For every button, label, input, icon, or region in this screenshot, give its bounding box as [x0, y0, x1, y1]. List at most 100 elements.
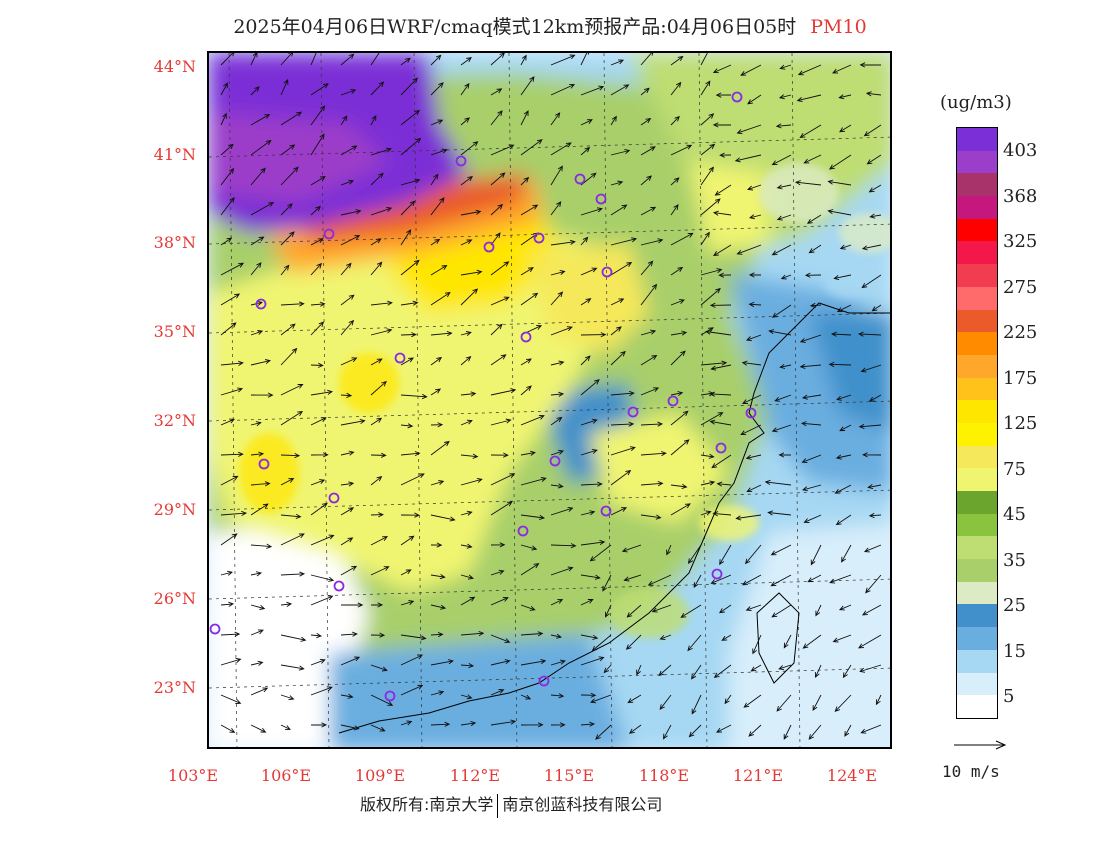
- wind-arrow: [310, 574, 335, 582]
- wind-arrow: [603, 664, 612, 674]
- wind-arrow: [370, 566, 390, 576]
- wind-arrow: [520, 139, 543, 156]
- wind-arrow: [460, 175, 474, 186]
- wind-arrow: [430, 690, 445, 696]
- wind-arrow: [460, 477, 483, 486]
- wind-arrow: [550, 566, 574, 576]
- longitude-gridline: [508, 53, 518, 747]
- wind-arrow: [858, 423, 882, 430]
- wind-arrow: [370, 602, 384, 608]
- wind-arrow: [783, 634, 792, 649]
- wind-arrow: [736, 244, 762, 255]
- legend-swatch: [957, 264, 997, 287]
- wind-arrow: [640, 146, 656, 156]
- wind-arrow: [220, 143, 234, 156]
- wind-arrow: [370, 536, 389, 546]
- wind-arrow: [520, 204, 539, 216]
- wind-arrow: [310, 595, 334, 606]
- wind-arrow: [430, 148, 448, 156]
- legend-tick: 275: [1003, 276, 1038, 298]
- wind-arrow: [250, 139, 272, 156]
- copyright-left: 版权所有:南京大学: [360, 795, 494, 814]
- wind-arrow: [520, 54, 527, 66]
- wind-arrow: [863, 124, 882, 137]
- wind-arrow: [670, 439, 690, 456]
- wind-arrow: [430, 604, 447, 610]
- latitude-gridline: [209, 312, 890, 334]
- wind-arrow: [626, 604, 642, 618]
- legend-swatch: [957, 377, 997, 401]
- wind-arrow: [220, 196, 235, 216]
- wind-arrow: [871, 304, 882, 312]
- wind-arrow: [834, 484, 852, 494]
- station-marker: [255, 298, 267, 310]
- wind-arrow: [865, 574, 882, 594]
- wind-arrow: [430, 514, 456, 522]
- wind-arrow: [836, 394, 852, 401]
- wind-arrow: [550, 543, 577, 549]
- wind-arrow: [370, 115, 377, 126]
- wind-arrow: [460, 510, 473, 516]
- wind-arrow: [250, 421, 262, 427]
- chart-title: 2025年04月06日WRF/cmaq模式12km预报产品:04月06日05时 P…: [0, 12, 1100, 39]
- wind-arrow: [580, 418, 598, 426]
- wind-arrow: [783, 724, 792, 740]
- wind-arrow: [580, 146, 591, 156]
- wind-arrow: [430, 440, 450, 456]
- wind-arrow: [430, 480, 445, 486]
- wind-arrow: [220, 694, 242, 704]
- wind-arrow: [340, 294, 355, 306]
- wind-arrow: [220, 601, 235, 607]
- wind-arrow: [747, 94, 762, 105]
- wind-arrow: [610, 115, 617, 126]
- legend-swatch: [957, 468, 997, 491]
- wind-arrow: [400, 654, 424, 666]
- wind-arrow: [280, 724, 291, 730]
- wind-arrow: [310, 452, 329, 458]
- legend-swatch: [957, 604, 997, 628]
- wind-arrow: [460, 356, 472, 366]
- wind-arrow: [490, 501, 513, 516]
- wind-arrow: [460, 543, 473, 549]
- wind-arrow: [828, 154, 852, 170]
- wind-arrow: [550, 722, 566, 728]
- wind-arrow: [460, 391, 477, 397]
- wind-arrow: [640, 87, 650, 96]
- wind-arrow: [520, 476, 547, 486]
- wind-arrow: [580, 510, 596, 516]
- wind-arrow: [700, 166, 714, 186]
- wind-arrow: [400, 200, 416, 216]
- longitude-gridline: [320, 53, 330, 747]
- station-marker: [600, 505, 612, 517]
- wind-arrow: [490, 634, 511, 644]
- wind-arrow: [713, 664, 732, 679]
- station-marker: [323, 228, 335, 240]
- wind-arrow: [550, 416, 563, 426]
- wind-arrow: [640, 206, 657, 216]
- wind-arrow: [490, 569, 505, 576]
- wind-arrow: [595, 724, 612, 740]
- wind-arrow: [779, 64, 792, 70]
- wind-arrow: [709, 302, 732, 308]
- wind-arrow: [875, 694, 882, 706]
- legend-swatch: [957, 695, 997, 718]
- wind-arrow: [580, 236, 589, 246]
- wind-arrow: [716, 481, 732, 487]
- wind-arrow: [220, 475, 239, 486]
- legend-swatch: [957, 559, 997, 582]
- wind-arrow: [700, 53, 708, 66]
- wind-arrow: [780, 274, 792, 280]
- map-panel[interactable]: [207, 51, 892, 749]
- wind-arrow: [610, 204, 628, 216]
- wind-arrow: [808, 244, 822, 254]
- legend-tick: 5: [1003, 686, 1015, 707]
- wind-arrow: [710, 364, 732, 371]
- wind-arrow: [580, 332, 607, 338]
- wind-arrow: [460, 117, 470, 126]
- latitude-gridline: [209, 136, 890, 158]
- coastline: [338, 302, 890, 734]
- wind-arrow: [280, 453, 301, 459]
- lon-label: 106°E: [260, 766, 312, 785]
- wind-arrow: [700, 510, 712, 516]
- wind-arrow: [250, 724, 267, 733]
